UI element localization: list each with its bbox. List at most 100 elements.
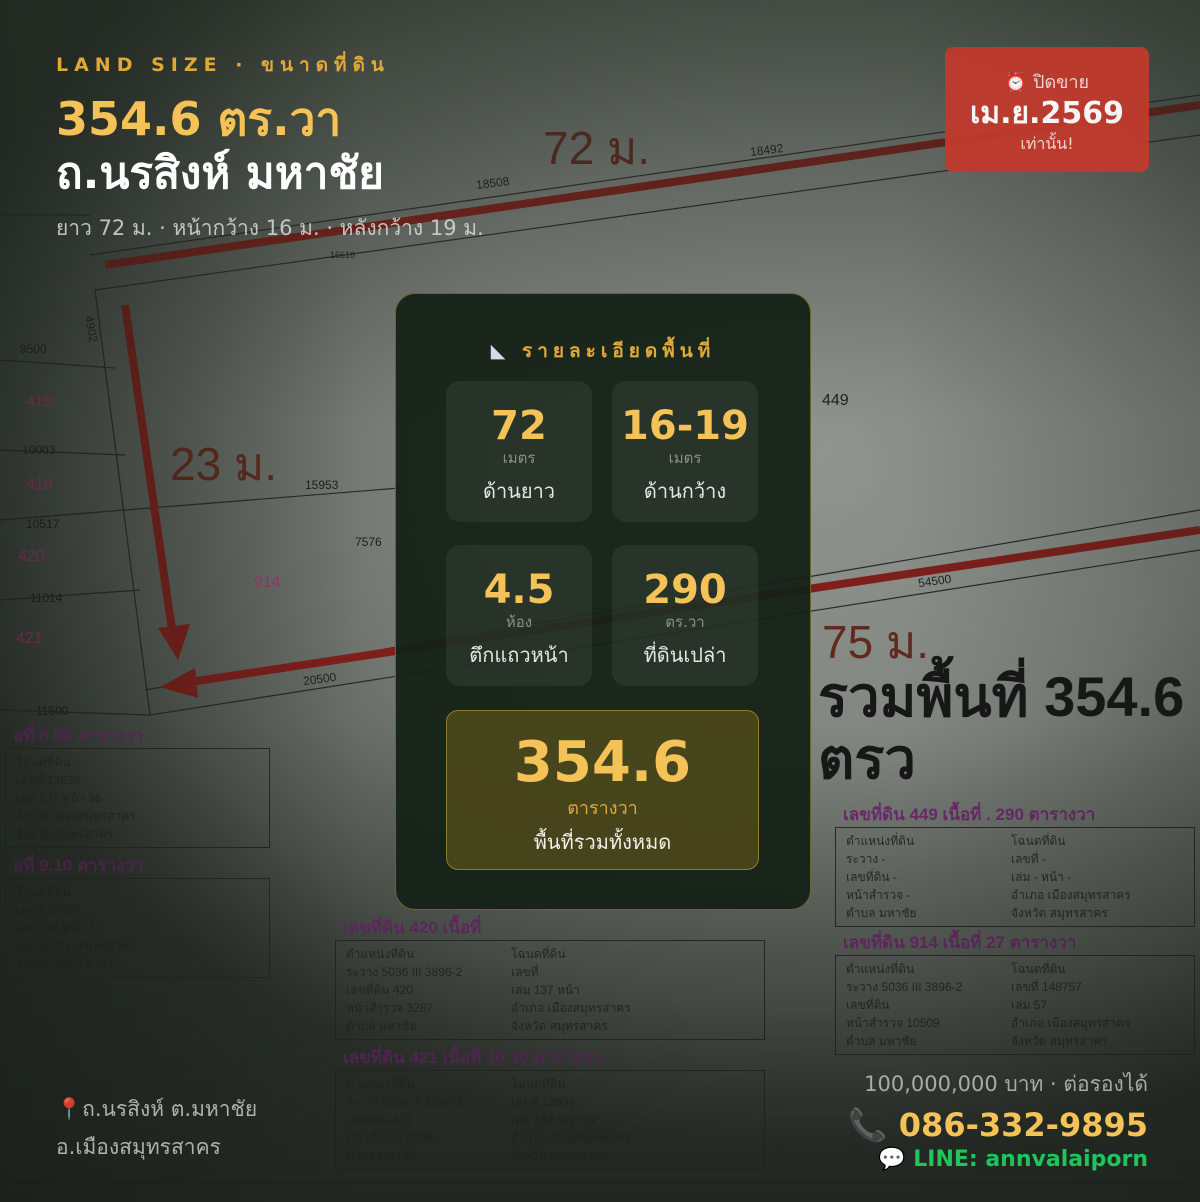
deed-table-cell: ตำบล มหาชัย (346, 1149, 417, 1163)
deed-table-cell: โฉนดที่ดิน (1011, 834, 1066, 848)
total-unit: ตารางวา (567, 798, 638, 819)
line-id[interactable]: LINE: annvalaiporn (913, 1147, 1148, 1172)
measure: 16616 (330, 250, 356, 260)
panel-title: รายละเอียดพื้นที่ (521, 340, 716, 362)
deed-table-header: อที่ 8.60 ตารางวา (13, 726, 144, 745)
deed-table-cell: อำเภอ เมืองสมุทรสาคร (511, 1131, 631, 1145)
survey-arrow-side (121, 304, 176, 631)
deed-table-cell: อำเภอ เมืองสมุทรสาคร (1011, 888, 1131, 902)
map-total-label: รวมพื้นที่ 354.6 ตรว (818, 665, 1185, 790)
deed-table-cell: เล่ม 137 หน้า 39 (511, 1113, 597, 1127)
phone-number[interactable]: 086-332-9895 (898, 1106, 1148, 1144)
stat-value: 72 (491, 403, 547, 449)
stat-label: ด้านยาว (482, 479, 556, 503)
contact-block: 100,000,000 บาท · ต่อรองได้ 📞 086-332-98… (848, 1068, 1148, 1172)
deed-table-cell: เลขที่ 13637 (16, 903, 81, 917)
phone-icon: 📞 (847, 1106, 888, 1144)
boundary-line (94, 289, 151, 716)
deed-table-cell: ระวาง 5036 III 3896-2 (846, 980, 963, 994)
deed-table-cell: เลขที่ 13639 (511, 1095, 576, 1109)
hero-block: LAND SIZE · ขนาดที่ดิน 354.6 ตร.วา ถ.นรส… (56, 50, 484, 245)
map-pin-icon: 📍 (56, 1097, 83, 1121)
measure: 11014 (30, 591, 63, 605)
deed-table-cell: อำเภอ เมืองสมุทรสาคร (511, 1001, 631, 1015)
location-block: 📍ถ.นรสิงห์ ต.มหาชัย อ.เมืองสมุทรสาคร (56, 1090, 257, 1166)
deed-table-cell: เลขที่ 13636 (16, 773, 81, 787)
deed-table-header: เลขที่ดิน 421 เนื้อที่ 10.10 ตารางวา (343, 1048, 601, 1067)
stat-unit: ห้อง (505, 613, 533, 631)
deed-table-cell: จังหวัด สมุทรสาคร (16, 957, 113, 971)
measure: 449 (822, 392, 849, 409)
deed-table-cell: โฉนดที่ดิน (511, 947, 566, 961)
stat-value: 4.5 (483, 567, 555, 613)
stat-label: ด้านกว้าง (643, 479, 727, 503)
measure: 15953 (305, 478, 339, 492)
deed-table-cell: ตำแหน่งที่ดิน (846, 834, 915, 848)
eyebrow: LAND SIZE · ขนาดที่ดิน (56, 54, 390, 76)
deed-table-cell: จังหวัด สมุทรสาคร (511, 1019, 608, 1033)
deed-table-cell: เล่ม - หน้า - (1011, 870, 1072, 884)
total-area-box: 354.6 ตารางวา พื้นที่รวมทั้งหมด (446, 710, 759, 870)
badge-label: ปิดขาย (1033, 72, 1090, 93)
measure: 10003 (22, 443, 56, 457)
deed-table-cell: ตำแหน่งที่ดิน (346, 947, 415, 961)
deed-table-cell: โฉนดที่ดิน (16, 755, 71, 769)
deed-table-cell: เลขที่ดิน 420 (346, 983, 413, 997)
deed-table-cell: ตำบล มหาชัย (346, 1019, 417, 1033)
measure: 11500 (36, 704, 69, 718)
badge-date: เม.ย.2569 (970, 96, 1124, 131)
area-headline: 354.6 ตร.วา (56, 92, 342, 146)
deed-table-cell: ระวาง - (846, 852, 886, 866)
deed-table-cell: ระวาง 5036 III 3896-2 (346, 965, 463, 979)
stat-tile-length: 72 เมตร ด้านยาว (446, 381, 592, 522)
speech-bubble-icon: 💬 (878, 1147, 906, 1172)
deed-table-cell: โฉนดที่ดิน (16, 885, 71, 899)
deed-table-cell: ตำบล มหาชัย (846, 1034, 917, 1048)
dim-label: 23 ม. (170, 438, 278, 490)
alarm-clock-icon: ⏰ (1004, 72, 1028, 93)
stat-value: 16-19 (621, 403, 749, 449)
deed-table-cell: จังหวัด สมุทรสาคร (511, 1149, 608, 1163)
deed-table: ตำแหน่งที่ดิน โฉนดที่ดิน ระวาง 5036 III 38… (335, 1070, 765, 1170)
deed-table-header: อที่ 9.10 ตารางวา (13, 856, 144, 875)
closing-date-badge: ⏰ ปิดขาย เม.ย.2569 เท่านั้น! (945, 47, 1149, 172)
deed-table-cell: เลขที่ (511, 965, 539, 979)
deed-table-cell: จังหวัด สมุทรสาคร (1011, 1034, 1108, 1048)
stat-unit: ตร.วา (665, 613, 705, 631)
deed-table-cell: ตำแหน่งที่ดิน (346, 1077, 415, 1091)
price-text: 100,000,000 บาท · ต่อรองได้ (864, 1072, 1148, 1096)
deed-table-cell: เลขที่ - (1011, 852, 1046, 866)
stat-label: ที่ดินเปล่า (643, 643, 727, 667)
deed-table-cell: เลขที่ดิน (846, 998, 890, 1012)
deed-table: โฉนดที่ดิน เลขที่ 13636 เล่ม 137 หน้า 36 อำ… (5, 748, 270, 848)
deed-table-header: เลขที่ดิน 914 เนื้อที่ 27 ตารางวา (843, 933, 1077, 952)
area-details-panel: ◣ รายละเอียดพื้นที่ 72 เมตร ด้านยาว 16-1… (395, 293, 811, 910)
deed-table-header: เลขที่ดิน 449 เนื้อที่ . 290 ตารางวา (843, 805, 1096, 824)
boundary-line (0, 449, 126, 456)
arrowhead (158, 624, 190, 660)
deed-table-cell: ระวาง 5036 III 3896-2 (346, 1095, 463, 1109)
deed-table: ตำแหน่งที่ดิน โฉนดที่ดินระวาง 5036 III 38… (335, 940, 765, 1040)
stat-value: 290 (643, 567, 727, 613)
deed-table-cell: อำเภอ เมืองสมุทรสาคร (1011, 1016, 1131, 1030)
boundary-line (0, 359, 116, 369)
deed-table-cell: เล่ม 137 หน้า 36 (16, 791, 102, 805)
deed-table-cell: จังหวัด สมุทรสาคร (1011, 906, 1108, 920)
total-label: พื้นที่รวมทั้งหมด (533, 830, 672, 854)
stat-tile-shophouses: 4.5 ห้อง ตึกแถวหน้า (446, 545, 592, 686)
boundary-line (0, 589, 141, 601)
total-value: 354.6 (513, 730, 692, 795)
deed-table-cell: ตำบล มหาชัย (846, 906, 917, 920)
road-headline: ถ.นรสิงห์ มหาชัย (56, 148, 385, 199)
deed-table: ตำแหน่งที่ดิน โฉนดที่ดินระวาง 5036 III 38… (835, 955, 1195, 1055)
deed-table-cell: โฉนดที่ดิน (1011, 962, 1066, 976)
dimensions-text: ยาว 72 ม. · หน้ากว้าง 16 ม. · หลังกว้าง … (56, 216, 484, 240)
parcel-label: 914 (254, 574, 281, 591)
deed-table: ตำแหน่งที่ดิน โฉนดที่ดินระวาง - เลขที่ - เล… (835, 827, 1195, 927)
deed-table-cell: เลขที่ดิน 421 (346, 1113, 413, 1127)
badge-note: เท่านั้น! (1020, 134, 1074, 153)
parcel-label: 418 (26, 393, 53, 410)
set-square-icon: ◣ (490, 340, 511, 362)
deed-table-cell: ตำแหน่งที่ดิน (846, 962, 915, 976)
location-line1: ถ.นรสิงห์ ต.มหาชัย (82, 1097, 258, 1121)
